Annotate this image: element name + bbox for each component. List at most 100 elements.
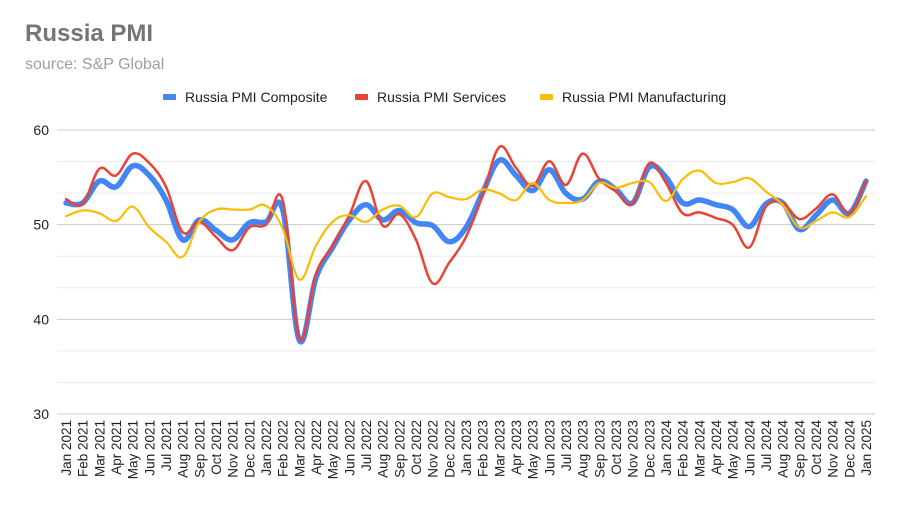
data-point [114,185,118,189]
data-point [647,161,651,165]
data-point [831,210,835,214]
data-point [681,177,685,181]
data-point [164,185,168,189]
data-point [281,198,285,202]
y-tick-label: 50 [33,217,49,233]
x-tick-label: Aug 2021 [176,420,191,478]
data-point [481,188,485,192]
data-point [747,176,751,180]
legend-swatch [355,94,368,100]
data-point [131,164,135,168]
data-point [464,235,468,239]
data-point [264,223,268,227]
x-tick-label: Mar 2024 [692,420,707,478]
x-tick-label: Apr 2022 [309,420,324,475]
data-point [81,202,85,206]
series-lines [63,144,869,345]
x-tick-label: Aug 2024 [776,420,791,478]
data-point [97,211,101,215]
x-tick-label: Aug 2022 [376,420,391,478]
x-tick-label: Jan 2023 [459,420,474,476]
data-point [364,179,368,183]
data-point [814,219,818,223]
legend: Russia PMI Composite Russia PMI Services R… [163,89,726,105]
data-point [414,215,418,219]
x-tick-label: May 2023 [526,420,541,479]
data-point [247,221,251,225]
data-point [281,226,285,230]
data-point [847,215,851,219]
data-point [864,194,868,198]
data-point [797,226,801,230]
data-point [447,261,451,265]
data-point [697,210,701,214]
data-point [64,197,68,201]
data-point [764,205,768,209]
data-point [481,193,485,197]
data-point [297,336,301,340]
data-point [464,197,468,201]
data-point [631,181,635,185]
data-point [831,192,835,196]
x-tick-label: Jul 2024 [759,420,774,472]
x-tick-label: Nov 2022 [426,420,441,478]
series-line-russia-pmi-composite [63,157,869,345]
data-point [531,189,535,193]
x-tick-label: May 2021 [126,420,141,479]
data-point [514,166,518,170]
data-point [397,212,401,216]
legend-item[interactable]: Russia PMI Composite [163,89,328,105]
legend-item[interactable]: Russia PMI Manufacturing [540,89,726,105]
data-point [147,226,151,230]
data-point [814,207,818,211]
x-tick-label: Jul 2023 [559,420,574,471]
data-point [797,217,801,221]
data-point [181,238,185,242]
data-point [647,180,651,184]
x-tick-label: Jan 2025 [859,420,874,476]
data-point [97,167,101,171]
data-point [297,278,301,282]
legend-item[interactable]: Russia PMI Services [355,89,506,105]
data-point [264,204,268,208]
x-tick-label: Jan 2022 [259,420,274,476]
x-tick-label: May 2024 [726,420,741,480]
data-point [381,208,385,212]
chart-title: Russia PMI [25,20,154,47]
x-tick-label: Jul 2021 [159,420,174,471]
x-tick-label: Jun 2023 [542,420,557,476]
x-tick-label: Oct 2021 [209,420,224,475]
x-tick-label: Nov 2023 [626,420,641,478]
data-point [131,205,135,209]
x-tick-label: Nov 2021 [226,420,241,478]
x-tick-label: Sep 2022 [392,420,407,478]
data-point [564,201,568,205]
data-point [331,220,335,224]
data-point [497,191,501,195]
data-point [464,226,468,230]
data-point [597,177,601,181]
data-point [581,198,585,202]
data-point [581,152,585,156]
data-point [447,195,451,199]
data-point [514,173,518,177]
data-point [181,255,185,259]
legend-label: Russia PMI Services [377,89,506,105]
legend-label: Russia PMI Composite [185,89,328,105]
data-point [431,224,435,228]
data-point [397,204,401,208]
x-tick-label: Sep 2021 [192,420,207,478]
data-point [631,202,635,206]
data-point [364,203,368,207]
data-point [381,224,385,228]
data-point [747,245,751,249]
data-point [714,216,718,220]
x-tick-label: Mar 2022 [292,420,307,477]
x-tick-label: Jun 2022 [342,420,357,476]
data-point [664,181,668,185]
x-tick-label: Dec 2021 [242,420,257,478]
legend-label: Russia PMI Manufacturing [562,89,726,105]
data-point [747,225,751,229]
data-point [614,190,618,194]
data-point [864,179,868,183]
